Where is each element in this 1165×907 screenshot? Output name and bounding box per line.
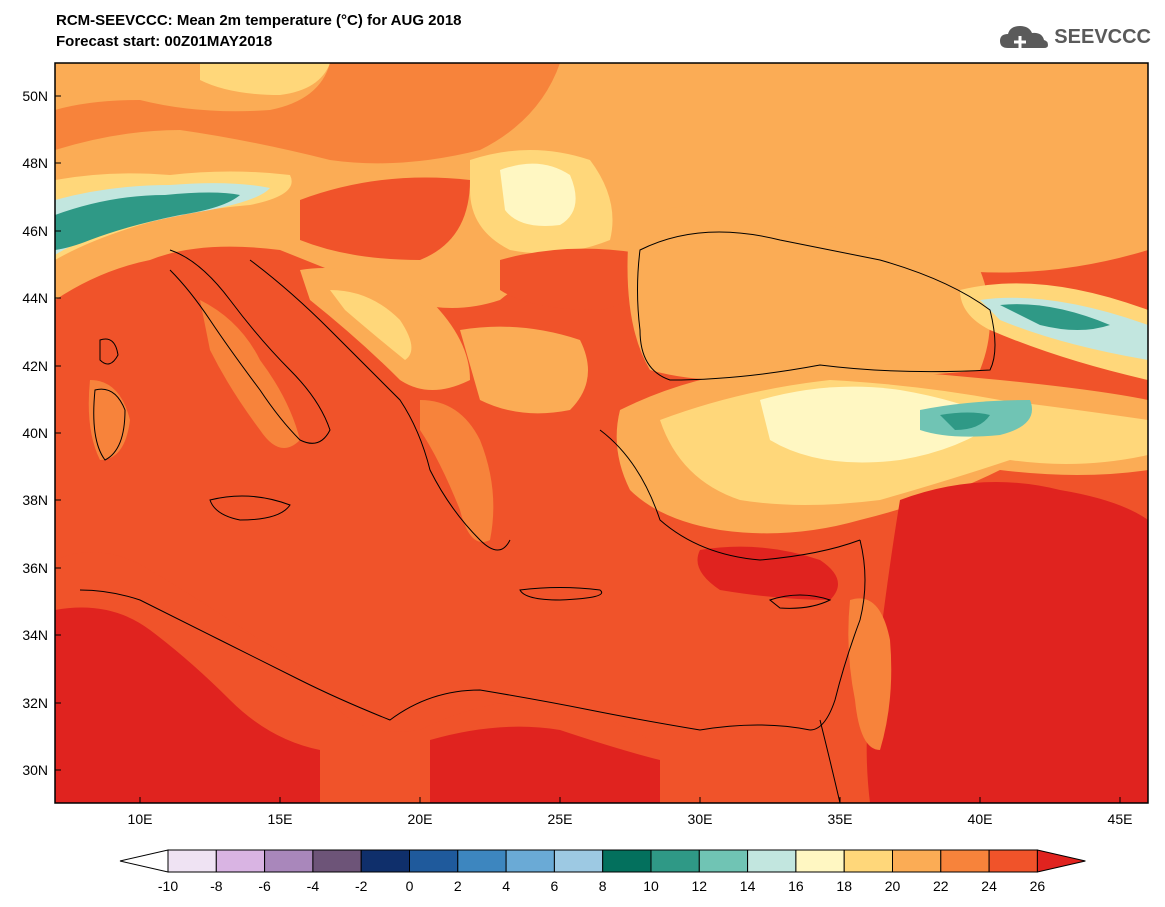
zone-cilicia-hot xyxy=(697,546,838,600)
zone-anatolia-core xyxy=(760,386,1000,463)
colorbar-label: -4 xyxy=(307,878,320,894)
colorbar-label: -10 xyxy=(158,878,178,894)
turkey-south-coast xyxy=(599,429,861,561)
lat-tick-label: 36N xyxy=(22,560,48,576)
zone-wallachia xyxy=(500,248,650,310)
map-subtitle: Forecast start: 00Z01MAY2018 xyxy=(56,33,273,50)
colorbar-swatch xyxy=(843,849,894,873)
lon-tick-label: 25E xyxy=(548,811,573,827)
colorbar-swatch xyxy=(215,849,266,873)
temperature-field xyxy=(55,63,1148,803)
lat-tick-label: 46N xyxy=(22,223,48,239)
black-sea-coast xyxy=(637,231,996,381)
colorbar-label: 10 xyxy=(643,878,659,894)
crete-coast xyxy=(519,587,603,601)
colorbar-swatch xyxy=(698,849,749,873)
lon-tick-label: 15E xyxy=(268,811,293,827)
zone-caucasus-core xyxy=(1000,304,1110,330)
zone-alps-core xyxy=(55,192,240,250)
logo-text: SEEVCCC xyxy=(1054,25,1151,48)
italy-coast xyxy=(169,249,331,444)
zone-carpathians-core xyxy=(500,163,576,226)
colorbar-label: 0 xyxy=(406,878,414,894)
zone-mesopotamia-hot xyxy=(866,482,1148,803)
cyprus-coast xyxy=(768,594,832,609)
levant-coast xyxy=(809,539,866,731)
zone-pannonia xyxy=(300,177,470,260)
sicily-coast xyxy=(209,495,291,521)
colorbar-swatch xyxy=(553,849,604,873)
zone-czech xyxy=(200,63,330,95)
colorbar-swatch xyxy=(457,849,507,873)
colorbar-swatch xyxy=(747,849,797,873)
colorbar-label: 16 xyxy=(788,878,804,894)
colorbar-label: 22 xyxy=(933,878,949,894)
adriatic-east-coast xyxy=(249,259,511,551)
lat-tick-label: 44N xyxy=(22,290,48,306)
colorbar-label: 14 xyxy=(740,878,756,894)
map-title: RCM-SEEVCCC: Mean 2m temperature (°C) fo… xyxy=(56,12,462,29)
lat-tick-label: 40N xyxy=(22,425,48,441)
zone-levant xyxy=(848,598,892,750)
lat-tick-label: 32N xyxy=(22,695,48,711)
lat-tick-label: 48N xyxy=(22,155,48,171)
colorbar-label: -8 xyxy=(210,878,223,894)
colorbar-swatch xyxy=(264,849,314,873)
lon-tick-label: 10E xyxy=(128,811,153,827)
colorbar-label: 20 xyxy=(885,878,901,894)
zone-tunisia-hot xyxy=(55,607,320,803)
colorbar-label: 4 xyxy=(502,878,510,894)
colorbar-label: 26 xyxy=(1030,878,1046,894)
lat-ticks: 50N 48N 46N 44N 42N 40N 38N 36N 34N 32N … xyxy=(22,88,61,778)
lon-tick-label: 35E xyxy=(828,811,853,827)
colorbar-label: 24 xyxy=(981,878,997,894)
colorbar-label: -6 xyxy=(258,878,271,894)
zone-dinarides-core xyxy=(330,290,412,360)
zone-greece xyxy=(420,400,494,542)
colorbar-min-arrow xyxy=(119,849,169,873)
corsica-coast xyxy=(99,338,119,365)
colorbar-swatch xyxy=(409,849,459,873)
lon-tick-label: 45E xyxy=(1108,811,1133,827)
colorbar-swatch xyxy=(602,849,652,873)
cloud-icon xyxy=(1000,26,1049,48)
colorbar-max-arrow xyxy=(1036,849,1086,873)
lon-tick-label: 20E xyxy=(408,811,433,827)
colorbar-label: -2 xyxy=(355,878,368,894)
lon-ticks: 10E 15E 20E 25E 30E 35E 40E 45E xyxy=(128,797,1133,827)
zone-anatolia-coldest xyxy=(940,412,990,430)
colorbar-swatch xyxy=(795,849,845,873)
lon-tick-label: 40E xyxy=(968,811,993,827)
colorbar-label: 18 xyxy=(836,878,852,894)
colorbar: -10 -8 -6 -4 -2 0 2 4 6 8 10 12 14 16 18 20 22 24 26 xyxy=(119,849,1086,894)
colorbar-label: 6 xyxy=(551,878,559,894)
seevccc-logo: SEEVCCC xyxy=(998,22,1151,52)
colorbar-swatch xyxy=(940,849,990,873)
sardinia-coast xyxy=(93,388,126,461)
colorbar-label: 12 xyxy=(692,878,708,894)
lat-tick-label: 50N xyxy=(22,88,48,104)
zone-balkans xyxy=(460,326,588,414)
lat-tick-label: 42N xyxy=(22,358,48,374)
colorbar-swatch xyxy=(360,849,411,873)
zone-black-sea xyxy=(627,205,990,380)
colorbar-label: 2 xyxy=(454,878,462,894)
zone-egypt-hot xyxy=(430,726,660,803)
colorbar-swatch xyxy=(167,849,217,873)
coastlines xyxy=(79,231,996,803)
colorbar-swatch xyxy=(892,849,942,873)
lat-tick-label: 34N xyxy=(22,627,48,643)
colorbar-label: 8 xyxy=(599,878,607,894)
lat-tick-label: 30N xyxy=(22,762,48,778)
red-sea-coast xyxy=(819,719,841,803)
lon-tick-label: 30E xyxy=(688,811,713,827)
colorbar-swatch xyxy=(988,849,1038,873)
colorbar-swatch xyxy=(650,849,700,873)
colorbar-swatch xyxy=(505,849,555,873)
lat-tick-label: 38N xyxy=(22,492,48,508)
north-africa-coast xyxy=(79,589,811,731)
colorbar-swatch xyxy=(312,849,362,873)
